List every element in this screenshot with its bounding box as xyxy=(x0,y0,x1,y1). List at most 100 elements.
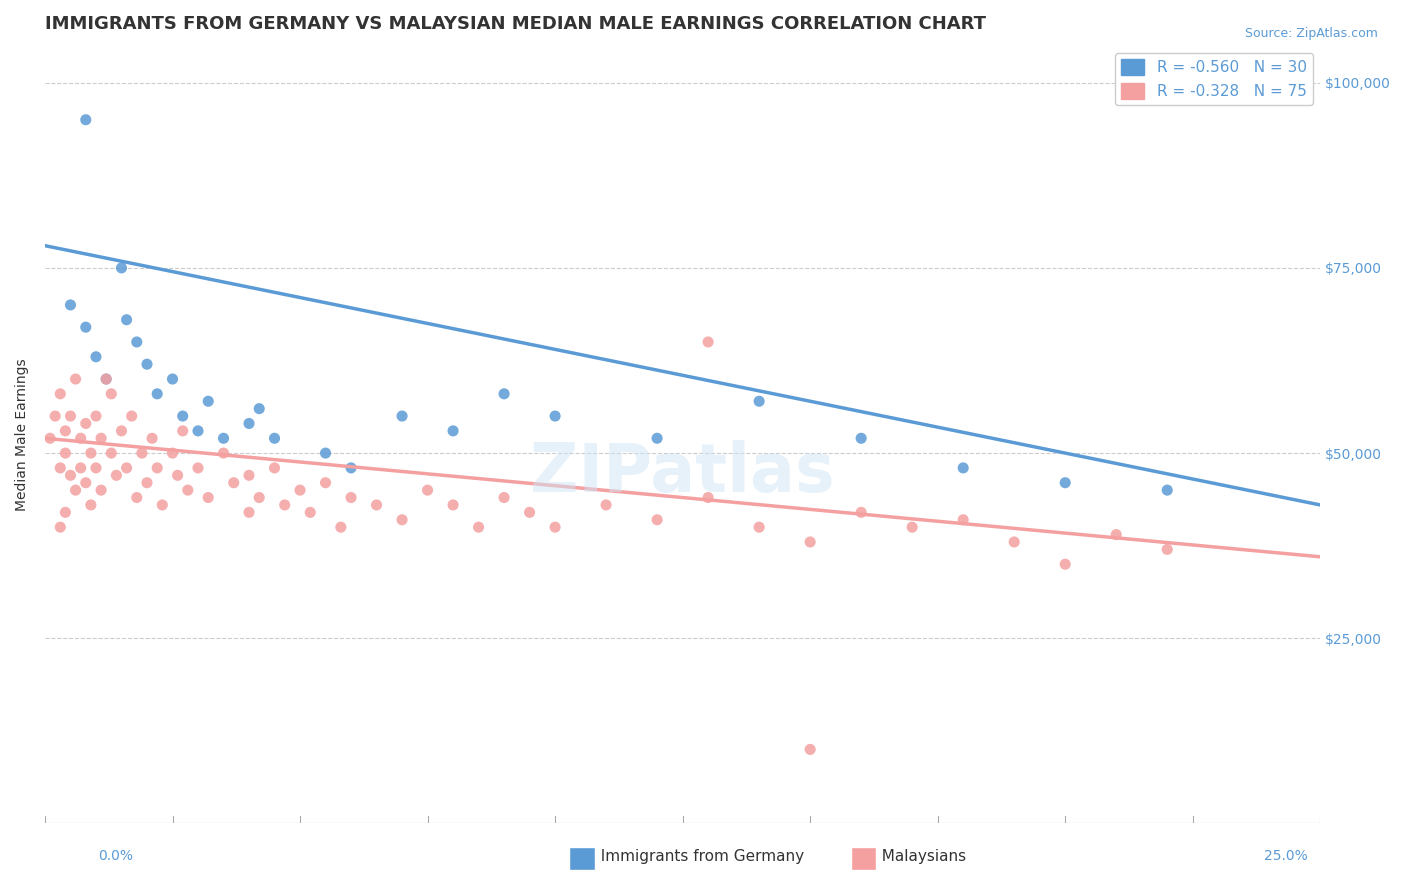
Point xyxy=(274,498,297,512)
Point xyxy=(146,387,169,401)
Point xyxy=(84,461,107,475)
Point xyxy=(391,513,413,527)
Point xyxy=(748,520,770,534)
Point xyxy=(162,372,184,386)
Point xyxy=(49,461,72,475)
Point xyxy=(75,417,97,431)
Point xyxy=(212,431,235,445)
Text: IMMIGRANTS FROM GERMANY VS MALAYSIAN MEDIAN MALE EARNINGS CORRELATION CHART: IMMIGRANTS FROM GERMANY VS MALAYSIAN MED… xyxy=(45,15,986,33)
Point xyxy=(100,446,122,460)
Point xyxy=(96,372,118,386)
Point xyxy=(75,112,97,127)
Point xyxy=(467,520,489,534)
Point xyxy=(299,505,322,519)
Point xyxy=(53,446,76,460)
Text: ZIPatlas: ZIPatlas xyxy=(530,441,835,507)
Point xyxy=(952,461,974,475)
Point xyxy=(1105,527,1128,541)
Point xyxy=(315,475,337,490)
Point xyxy=(131,446,153,460)
Legend: R = -0.560   N = 30, R = -0.328   N = 75: R = -0.560 N = 30, R = -0.328 N = 75 xyxy=(1115,54,1313,105)
Point xyxy=(340,491,363,505)
Point xyxy=(645,431,668,445)
Text: Malaysians: Malaysians xyxy=(872,849,966,863)
Point xyxy=(519,505,541,519)
Point xyxy=(53,505,76,519)
Point xyxy=(75,475,97,490)
Point xyxy=(136,475,159,490)
Point xyxy=(212,446,235,460)
Point xyxy=(49,520,72,534)
Point xyxy=(100,387,122,401)
Text: 0.0%: 0.0% xyxy=(98,849,134,863)
Point xyxy=(288,483,311,497)
Point xyxy=(952,513,974,527)
Point xyxy=(849,431,872,445)
Point xyxy=(645,513,668,527)
Point xyxy=(44,409,66,423)
Point xyxy=(238,417,260,431)
Point xyxy=(247,401,270,416)
Point xyxy=(69,431,91,445)
Point xyxy=(105,468,128,483)
Point xyxy=(340,461,363,475)
Point xyxy=(329,520,352,534)
Point xyxy=(1002,535,1025,549)
Point xyxy=(162,446,184,460)
Point xyxy=(441,424,464,438)
Point xyxy=(177,483,200,497)
Point xyxy=(96,372,118,386)
Point xyxy=(1156,483,1178,497)
Point xyxy=(39,431,62,445)
Point xyxy=(416,483,439,497)
Point xyxy=(121,409,143,423)
Point xyxy=(1054,558,1077,572)
Point xyxy=(115,312,138,326)
Point xyxy=(172,409,194,423)
Point xyxy=(263,431,285,445)
Point xyxy=(59,298,82,312)
Point xyxy=(65,483,87,497)
Point xyxy=(494,491,516,505)
Text: 25.0%: 25.0% xyxy=(1264,849,1308,863)
Point xyxy=(544,520,567,534)
Point xyxy=(238,468,260,483)
Point xyxy=(84,409,107,423)
Point xyxy=(146,461,169,475)
Point xyxy=(166,468,188,483)
Point xyxy=(141,431,163,445)
Point xyxy=(136,357,159,371)
Point xyxy=(75,320,97,334)
Y-axis label: Median Male Earnings: Median Male Earnings xyxy=(15,359,30,511)
Point xyxy=(53,424,76,438)
Point xyxy=(391,409,413,423)
Point xyxy=(187,424,209,438)
Point xyxy=(150,498,173,512)
Point xyxy=(1054,475,1077,490)
Point xyxy=(84,350,107,364)
Point xyxy=(697,491,720,505)
Point xyxy=(494,387,516,401)
Point xyxy=(595,498,617,512)
Point xyxy=(172,424,194,438)
Point xyxy=(849,505,872,519)
Point xyxy=(222,475,245,490)
Point xyxy=(125,334,148,349)
Point xyxy=(69,461,91,475)
Point xyxy=(59,409,82,423)
Point xyxy=(110,424,132,438)
Point xyxy=(49,387,72,401)
Point xyxy=(544,409,567,423)
Point xyxy=(197,491,219,505)
Point xyxy=(799,742,821,756)
Point xyxy=(65,372,87,386)
Point xyxy=(90,431,112,445)
Point xyxy=(110,260,132,275)
Point xyxy=(1156,542,1178,557)
Point xyxy=(247,491,270,505)
Text: Source: ZipAtlas.com: Source: ZipAtlas.com xyxy=(1244,27,1378,40)
Point xyxy=(238,505,260,519)
Point xyxy=(697,334,720,349)
Point xyxy=(799,535,821,549)
Text: Immigrants from Germany: Immigrants from Germany xyxy=(591,849,804,863)
